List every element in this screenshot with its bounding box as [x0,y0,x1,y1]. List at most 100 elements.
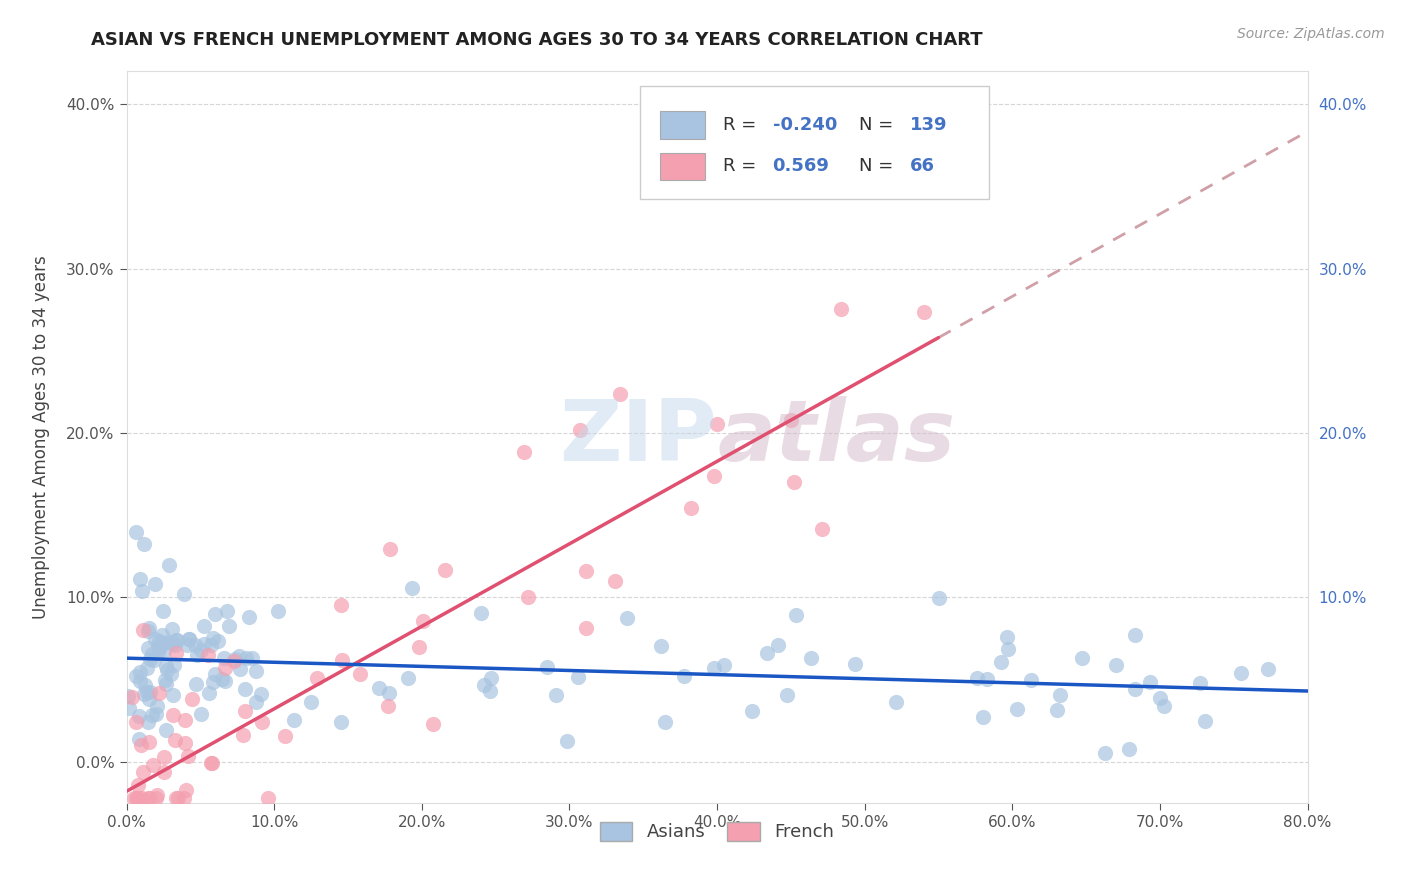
Point [145,707,167,722]
Point [218,619,240,633]
Point [138,790,160,805]
Point [138,692,160,706]
Point [177,632,200,647]
Point [706,417,728,431]
Point [165,632,187,647]
Point [1189,676,1212,690]
Text: 66: 66 [910,158,935,176]
Point [118,700,141,714]
Text: R =: R = [723,116,762,134]
Point [245,695,267,709]
Point [152,765,174,780]
Point [174,783,197,797]
Point [240,650,263,665]
Point [127,790,149,805]
Point [204,607,226,621]
Point [165,733,187,747]
Point [142,757,165,772]
Text: R =: R = [723,158,768,176]
Point [650,639,672,653]
Text: N =: N = [859,116,898,134]
Point [672,669,695,683]
Point [204,666,226,681]
Point [128,732,150,747]
Point [136,640,159,655]
Point [138,790,160,805]
Point [396,671,419,685]
Point [1118,742,1140,756]
Point [146,788,169,802]
Point [800,651,823,665]
Point [201,631,224,645]
Point [609,387,631,401]
Point [162,688,184,702]
Point [173,587,195,601]
Point [830,301,852,316]
Point [536,660,558,674]
Point [177,748,200,763]
Point [785,607,807,622]
Point [152,636,174,650]
Point [299,695,322,709]
Point [117,690,139,704]
Point [138,621,160,635]
Point [679,501,702,516]
Point [125,790,148,805]
Point [516,590,538,604]
Point [912,305,935,319]
Point [166,632,188,647]
Point [235,682,257,697]
Point [1094,746,1116,760]
Point [1125,682,1147,697]
Point [377,699,399,714]
Point [380,541,402,556]
Text: -0.240: -0.240 [772,116,837,134]
Point [249,687,271,701]
Point [232,728,254,742]
Y-axis label: Unemployment Among Ages 30 to 34 years: Unemployment Among Ages 30 to 34 years [31,255,49,619]
Point [127,778,149,792]
Point [990,655,1012,669]
Point [222,654,245,668]
Point [245,664,267,678]
Point [810,522,832,536]
Point [174,713,197,727]
Point [139,684,162,698]
Point [575,621,598,635]
Text: ASIAN VS FRENCH UNEMPLOYMENT AMONG AGES 30 TO 34 YEARS CORRELATION CHART: ASIAN VS FRENCH UNEMPLOYMENT AMONG AGES … [91,31,983,49]
Point [238,610,260,624]
Point [1194,714,1216,729]
Point [434,563,457,577]
Point [479,671,502,685]
Point [412,615,434,629]
Point [470,607,492,621]
Point [153,673,176,687]
Point [132,764,155,779]
Point [148,633,170,648]
Point [780,413,803,427]
Point [160,636,183,650]
Point [966,671,988,685]
Point [124,790,146,805]
Point [202,675,225,690]
Point [136,715,159,730]
Point [145,632,167,646]
Point [229,662,252,676]
Point [141,647,163,661]
Point [160,622,183,636]
Point [186,648,208,663]
Point [165,646,187,660]
Point [557,733,579,747]
Point [124,668,146,682]
Point [367,681,389,695]
Point [136,685,159,699]
Point [121,690,143,704]
Point [129,572,152,586]
Point [190,643,212,657]
Point [575,565,598,579]
Point [167,790,190,805]
Point [844,657,866,671]
Point [141,708,163,723]
Point [174,736,197,750]
Point [132,537,155,551]
